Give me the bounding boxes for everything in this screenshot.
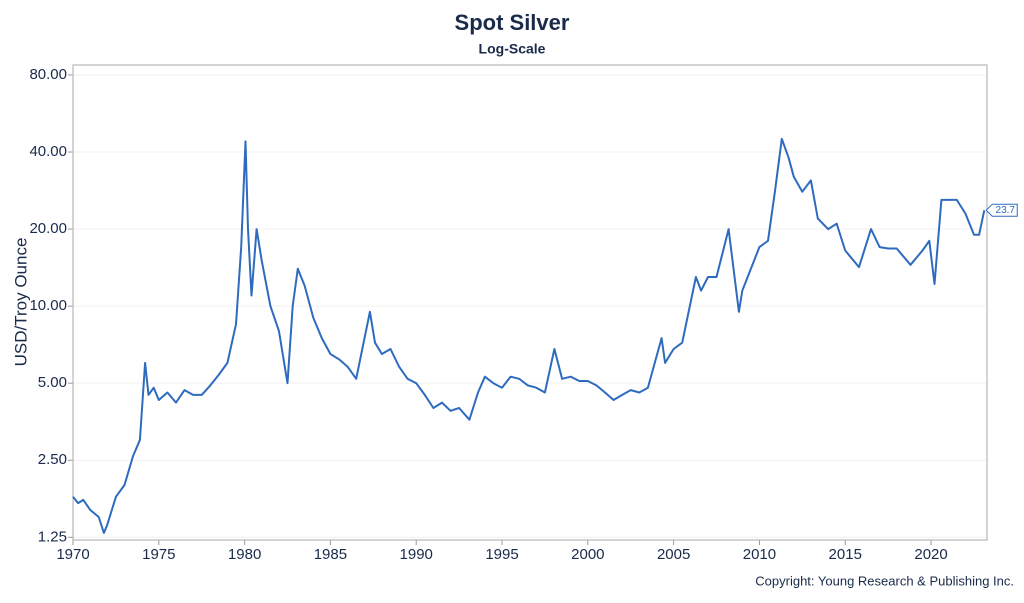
y-tick-label: 2.50 [38,451,67,468]
chart-title: Spot Silver [455,10,570,35]
x-tick-label: 2020 [914,546,947,563]
x-tick-label: 2000 [571,546,604,563]
x-tick-label: 1970 [56,546,89,563]
x-tick-label: 1985 [314,546,347,563]
line [72,137,986,534]
end-label: 23.7 [996,205,1016,216]
x-tick-label: 1995 [485,546,518,563]
y-tick-label: 1.25 [38,528,67,545]
x-tick-label: 1975 [142,546,175,563]
y-tick-label: 80.00 [29,66,67,83]
x-tick-label: 1980 [228,546,261,563]
y-tick-label: 10.00 [29,297,67,314]
y-tick-label: 20.00 [29,220,67,237]
x-tick-label: 2005 [657,546,690,563]
y-tick-label: 40.00 [29,143,67,160]
x-tick-label: 2010 [743,546,776,563]
x-tick-label: 1990 [400,546,433,563]
y-tick-label: 5.00 [38,374,67,391]
chart-subtitle: Log-Scale [479,41,546,57]
copyright: Copyright: Young Research & Publishing I… [755,573,1014,588]
y-axis-title: USD/Troy Ounce [11,238,30,367]
plot-frame [72,64,988,541]
x-tick-label: 2015 [829,546,862,563]
end-label-box [985,203,1018,217]
